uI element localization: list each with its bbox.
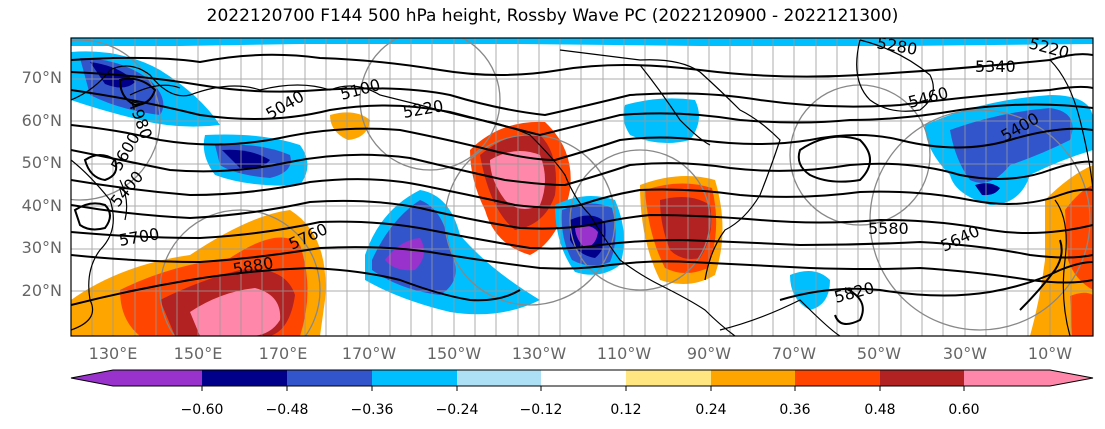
colorbar-tick-label: −0.12	[519, 402, 563, 418]
contour-line	[83, 154, 118, 182]
map-frame	[70, 37, 1094, 337]
colorbar-segment-10	[880, 370, 964, 386]
colorbar	[70, 369, 1094, 391]
contour-line	[797, 135, 871, 183]
colorbar-segment-9	[795, 370, 880, 386]
anomaly-e-atlantic-mid	[1065, 185, 1093, 290]
lat-label: 30°N	[21, 238, 62, 257]
lon-label: 10°W	[1027, 344, 1073, 363]
contour-line	[71, 71, 1093, 117]
colorbar-segment-8	[711, 370, 795, 386]
coastline-east-asia	[71, 159, 114, 331]
lon-label: 170°W	[341, 344, 397, 363]
gray-circle	[569, 149, 711, 291]
contour-line	[71, 266, 521, 306]
lon-label: 150°E	[173, 344, 223, 363]
contour-line	[834, 287, 864, 325]
lat-label: 60°N	[21, 111, 62, 130]
coastline-japan	[119, 179, 128, 221]
colorbar-outline	[70, 369, 1094, 387]
colorbar-segment-3	[287, 370, 372, 386]
colorbar-segment-6	[541, 370, 626, 386]
contour-label: 5580	[868, 219, 909, 238]
colorbar-tick-label: −0.48	[265, 402, 309, 418]
lon-label: 150°W	[426, 344, 482, 363]
contour-line	[71, 220, 1093, 259]
lon-label: 70°W	[771, 344, 817, 363]
gray-circle	[159, 209, 321, 336]
coastline-caribbean	[719, 299, 841, 336]
colorbar-ticks	[201, 386, 965, 391]
lon-label: 30°W	[942, 344, 988, 363]
gray-circle	[359, 38, 501, 171]
lon-label: 90°W	[686, 344, 732, 363]
contour-line	[71, 199, 1093, 235]
gray-circle	[71, 39, 161, 201]
contour-line	[118, 77, 157, 107]
colorbar-tick-label: 0.24	[695, 402, 727, 418]
lat-label: 70°N	[21, 68, 62, 87]
anomaly-n-atlantic-core	[975, 183, 1000, 196]
colorbar-tick-label: 0.12	[610, 402, 642, 418]
contour-line	[71, 149, 1093, 187]
colorbar-tick-label: 0.60	[948, 402, 980, 418]
contour-line	[779, 261, 1093, 301]
lat-label: 50°N	[21, 153, 62, 172]
contour-line	[71, 178, 1093, 209]
coastline-kamchatka	[129, 84, 181, 96]
contour-line	[71, 53, 1093, 78]
contour-line	[71, 89, 1093, 137]
colorbar-segment-1	[71, 370, 202, 386]
colorbar-segment-7	[626, 370, 711, 386]
colorbar-tick-label: 0.36	[779, 402, 811, 418]
contour-line	[71, 246, 1093, 284]
colorbar-tick-label: 0.48	[864, 402, 896, 418]
colorbar-tick-label: −0.36	[350, 402, 394, 418]
colorbar-segment-11	[964, 370, 1093, 386]
colorbar-tick-label: −0.60	[180, 402, 224, 418]
coastline-europe	[1049, 59, 1093, 191]
lon-label: 110°W	[596, 344, 652, 363]
anomaly-bering-positive	[330, 112, 370, 140]
contour-line	[1019, 239, 1063, 311]
anomaly-gulf-core	[660, 196, 712, 259]
contour-label: 5280	[875, 33, 918, 59]
colorbar-segment-4	[372, 370, 457, 386]
coastline-africa	[1054, 199, 1071, 336]
coastline-greenland	[856, 39, 934, 112]
anomaly-central-pacific-core	[385, 238, 424, 271]
lon-label: 170°E	[258, 344, 308, 363]
colorbar-tick-label: −0.24	[435, 402, 479, 418]
lat-label: 20°N	[21, 281, 62, 300]
anomaly-subtropical-core	[190, 288, 281, 336]
lat-label: 40°N	[21, 196, 62, 215]
colorbar-segment-2	[202, 370, 287, 386]
height-contours	[71, 53, 1093, 325]
colorbar-segment-5	[457, 370, 541, 386]
lon-label: 130°W	[511, 344, 567, 363]
contour-line	[71, 124, 1093, 162]
map-title: 2022120700 F144 500 hPa height, Rossby W…	[206, 6, 899, 26]
contour-line	[73, 202, 111, 231]
contour-label: 5340	[975, 57, 1016, 76]
lon-label: 50°W	[856, 344, 902, 363]
anomaly-e-atlantic-lower	[1070, 292, 1093, 336]
lon-label: 130°E	[88, 344, 138, 363]
